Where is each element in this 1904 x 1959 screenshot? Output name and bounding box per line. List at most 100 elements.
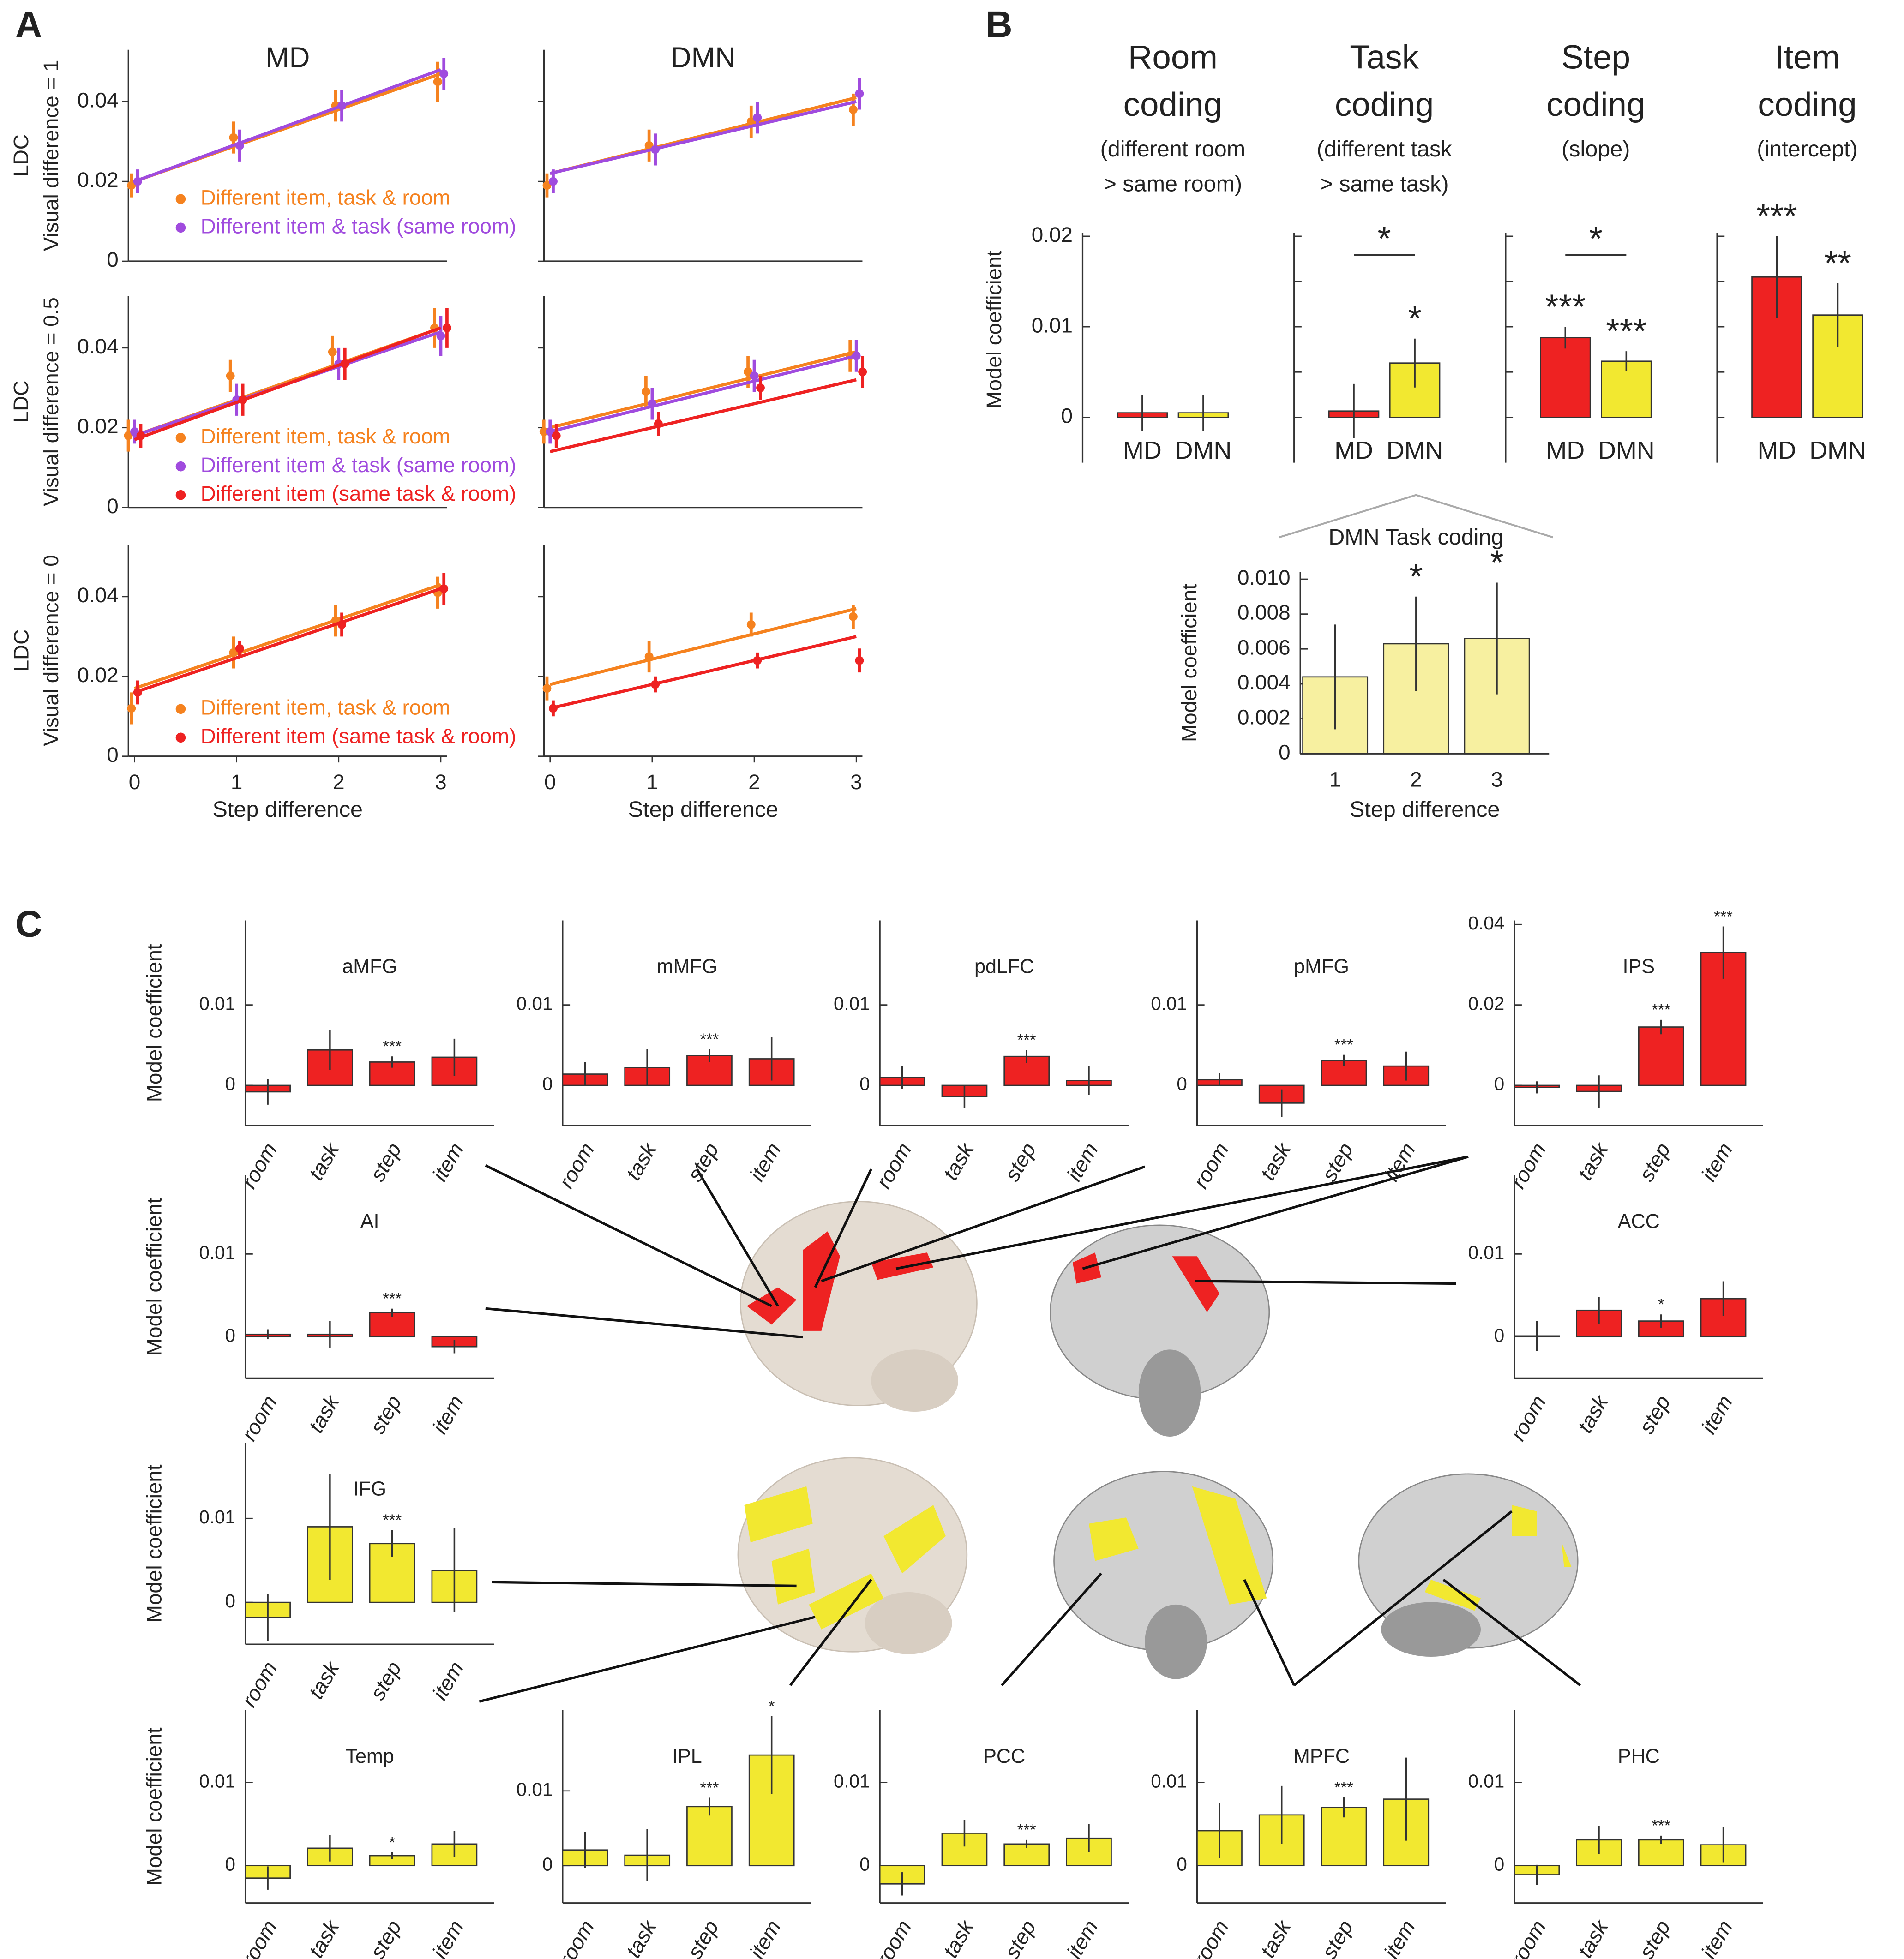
y-tick-label: 0 bbox=[859, 1853, 870, 1875]
bar bbox=[1638, 1026, 1684, 1086]
fit-line bbox=[549, 100, 857, 175]
bar bbox=[1700, 1298, 1747, 1338]
fit-line bbox=[134, 326, 442, 441]
y-tick-label: 0.01 bbox=[517, 1779, 553, 1800]
data-point bbox=[849, 612, 858, 621]
legend-marker bbox=[175, 461, 186, 472]
data-point bbox=[229, 648, 238, 657]
data-point bbox=[337, 620, 346, 629]
chart-title: DMN Task coding bbox=[1328, 525, 1503, 550]
fit-line bbox=[134, 587, 442, 694]
chart-title: PHC bbox=[1618, 1745, 1660, 1767]
y-tick-label: 0 bbox=[542, 1853, 553, 1875]
y-tick-label: 0.01 bbox=[1151, 993, 1187, 1014]
chart-title: ACC bbox=[1618, 1210, 1660, 1233]
data-point bbox=[130, 427, 139, 436]
connector bbox=[1001, 1572, 1102, 1686]
comparison-label: * bbox=[1377, 219, 1391, 258]
data-point bbox=[127, 181, 136, 190]
data-point bbox=[855, 656, 864, 665]
significance: *** bbox=[383, 1511, 402, 1529]
significance: *** bbox=[383, 1038, 402, 1056]
connector bbox=[1195, 1280, 1456, 1285]
x-tick-label: 1 bbox=[646, 770, 658, 794]
y-axis-label: Visual difference = 0 bbox=[39, 555, 63, 746]
comparison-label: * bbox=[1589, 219, 1603, 258]
significance: * bbox=[1490, 543, 1503, 582]
x-axis-label: Step difference bbox=[213, 797, 363, 822]
significance: *** bbox=[1652, 1001, 1670, 1019]
y-tick-label: 0.01 bbox=[199, 1242, 235, 1263]
bar bbox=[686, 1806, 733, 1867]
data-point bbox=[433, 77, 442, 86]
legend-marker bbox=[175, 704, 186, 714]
y-axis-label: Visual difference = 1 bbox=[39, 60, 63, 252]
y-tick-label: 0 bbox=[1279, 740, 1290, 764]
legend-label: Different item & task (same room) bbox=[201, 214, 517, 238]
significance: * bbox=[1658, 1296, 1664, 1314]
x-tick-label: 0 bbox=[129, 770, 140, 794]
chart-title: IFG bbox=[353, 1478, 386, 1500]
y-tick-label: 0.02 bbox=[78, 414, 119, 438]
data-point bbox=[552, 431, 561, 440]
y-axis-label: Model coefficient bbox=[143, 1198, 166, 1356]
legend-marker bbox=[175, 732, 186, 743]
panel-label: B bbox=[985, 4, 1012, 46]
data-point bbox=[235, 644, 244, 653]
y-tick-label: 0.008 bbox=[1237, 601, 1291, 624]
dmn-region bbox=[1424, 1505, 1572, 1611]
significance: * bbox=[769, 1697, 775, 1715]
legend-marker bbox=[175, 194, 186, 204]
y-tick-label: 0.01 bbox=[1032, 313, 1073, 337]
chart-subtitle: (intercept) bbox=[1757, 137, 1857, 162]
y-tick-label: 0 bbox=[1061, 404, 1072, 428]
bar bbox=[1540, 337, 1591, 418]
chart-title: coding bbox=[1123, 86, 1222, 123]
connector bbox=[1082, 1155, 1469, 1270]
chart-subtitle: (different task bbox=[1317, 137, 1453, 162]
x-tick-label: 3 bbox=[435, 770, 446, 794]
significance: *** bbox=[383, 1290, 402, 1308]
md-region bbox=[1072, 1252, 1219, 1312]
x-tick-label: 2 bbox=[1410, 768, 1422, 791]
x-tick-label: 2 bbox=[748, 770, 760, 794]
significance: *** bbox=[1606, 312, 1646, 350]
bar bbox=[1003, 1843, 1050, 1867]
chart-title: AI bbox=[360, 1210, 379, 1233]
y-tick-label: 0 bbox=[225, 1324, 235, 1346]
y-axis-label: LDC bbox=[9, 134, 33, 177]
y-tick-label: 0.04 bbox=[1468, 912, 1505, 934]
data-point bbox=[858, 367, 867, 377]
x-tick-label: 1 bbox=[1329, 768, 1341, 791]
connector bbox=[696, 1168, 779, 1307]
cerebellum bbox=[865, 1592, 952, 1654]
y-axis-label: Model coefficient bbox=[982, 251, 1006, 409]
data-point bbox=[127, 704, 136, 713]
significance: ** bbox=[1824, 244, 1851, 282]
chart-title: PCC bbox=[983, 1745, 1025, 1767]
data-point bbox=[654, 419, 663, 428]
legend-marker bbox=[175, 432, 186, 443]
legend-marker bbox=[175, 222, 186, 233]
data-point bbox=[238, 395, 247, 404]
data-point bbox=[235, 141, 244, 150]
data-point bbox=[648, 399, 657, 408]
y-tick-label: 0 bbox=[542, 1073, 553, 1095]
data-point bbox=[549, 177, 558, 186]
fit-line bbox=[549, 607, 857, 686]
y-tick-label: 0 bbox=[1494, 1073, 1504, 1095]
y-tick-label: 0.01 bbox=[517, 993, 553, 1014]
x-tick-label: 2 bbox=[333, 770, 344, 794]
significance: *** bbox=[700, 1779, 719, 1797]
chart-title: pMFG bbox=[1294, 955, 1349, 977]
brainstem bbox=[1138, 1349, 1201, 1437]
y-axis-label: LDC bbox=[9, 381, 33, 423]
y-tick-label: 0 bbox=[1177, 1853, 1187, 1875]
y-tick-label: 0.04 bbox=[78, 335, 119, 358]
significance: *** bbox=[1545, 287, 1586, 326]
data-point bbox=[753, 656, 762, 665]
data-point bbox=[439, 69, 449, 78]
significance: *** bbox=[1334, 1036, 1353, 1054]
dmn-region bbox=[1088, 1486, 1267, 1605]
